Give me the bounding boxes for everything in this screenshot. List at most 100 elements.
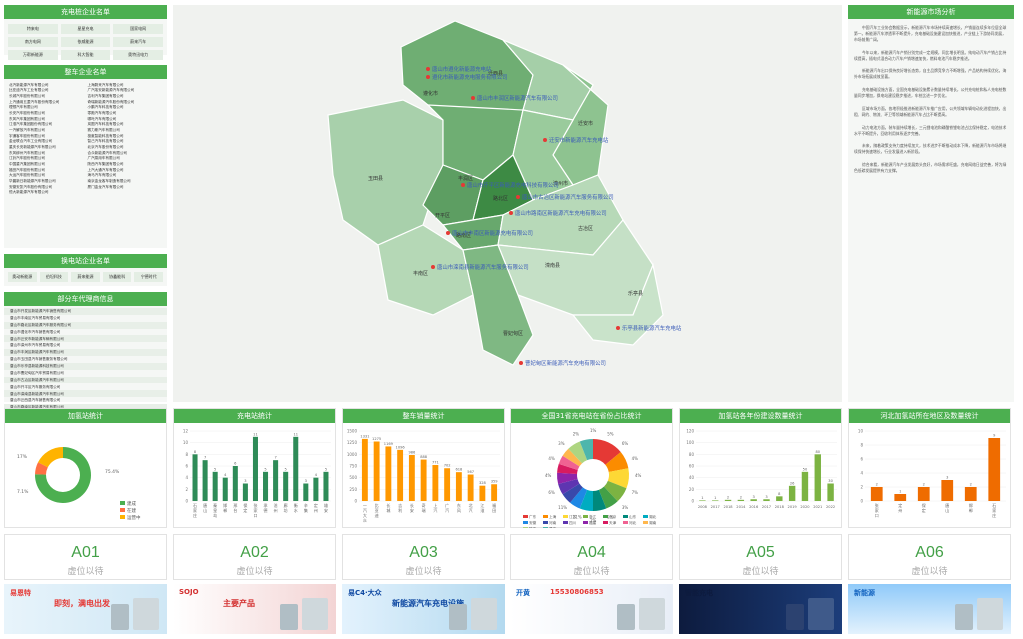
bar[interactable] [788, 485, 796, 501]
vehicle-company-item[interactable]: 海马汽车有限公司 [87, 173, 117, 178]
pie-slice[interactable] [568, 441, 588, 464]
vehicle-company-item[interactable]: 中国重汽集团有限公司 [9, 162, 45, 166]
company-pin[interactable] [426, 75, 430, 79]
partner-item[interactable]: 唐山市古冶区新能源汽车有限公司 [4, 376, 167, 384]
partner-item[interactable]: 唐山市路南区新能源汽车有限公司 [4, 404, 167, 411]
partner-item[interactable]: 唐山市迁安市新能源车辆有限公司 [4, 335, 167, 343]
company-name[interactable]: 唐山市开平区新能源充电科技有限公司 [467, 181, 559, 189]
vehicle-company-item[interactable]: 广汽乘用车有限公司 [87, 156, 120, 161]
company-name[interactable]: 遵化市新能源充电服务有限公司 [432, 73, 507, 81]
company-pin[interactable] [543, 138, 547, 142]
bar[interactable] [455, 472, 462, 501]
company-pin[interactable] [516, 195, 520, 199]
swap-company-tag[interactable]: 伯坦科技 [39, 272, 69, 282]
bar[interactable] [763, 499, 770, 501]
pie-slice[interactable] [593, 489, 607, 511]
bar[interactable] [263, 471, 269, 501]
pie-slice[interactable] [557, 472, 578, 484]
swap-company-tag[interactable]: 蔚来能源 [71, 272, 100, 282]
charging-company-tag[interactable]: 特来电 [8, 24, 58, 34]
bar[interactable] [293, 436, 299, 501]
ad-banner[interactable]: 开黄 15530806853 [510, 584, 673, 634]
bar[interactable] [222, 477, 228, 501]
vehicle-company-item[interactable]: 岚图汽车科技有限公司 [87, 122, 124, 127]
bar[interactable] [988, 438, 1001, 501]
bar[interactable] [373, 441, 380, 502]
swap-company-tag[interactable]: 奥动新能源 [8, 272, 37, 282]
vehicle-company-item[interactable]: 小鹏汽车科技有限公司 [87, 105, 124, 110]
vehicle-company-item[interactable]: 零跑汽车有限公司 [87, 110, 117, 115]
partner-item[interactable]: 唐山市滦州市汽车贸易有限公司 [10, 343, 61, 348]
vehicle-company-item[interactable]: 极氪智能科技有限公司 [87, 133, 124, 138]
pie-slice[interactable] [35, 447, 92, 503]
charging-company-tag[interactable]: 万帮新能源 [8, 50, 58, 60]
company-name[interactable]: 曹妃甸区新能源汽车充电有限公司 [525, 359, 606, 367]
pie-slice[interactable] [558, 455, 580, 471]
vehicle-company-item[interactable]: 理想汽车有限公司 [9, 105, 38, 110]
pie-slice[interactable] [562, 448, 583, 467]
bar[interactable] [699, 500, 706, 501]
company-pin[interactable] [616, 326, 620, 330]
bar[interactable] [467, 474, 474, 501]
company-pin[interactable] [431, 265, 435, 269]
pie-slice[interactable] [579, 439, 593, 461]
ad-slot[interactable]: A03 虚位以待 [342, 534, 505, 580]
pie-slice[interactable] [35, 462, 48, 475]
vehicle-company-item[interactable]: 一汽解放汽车有限公司 [9, 127, 45, 132]
vehicle-company-item[interactable]: 金龙联合汽车工业有限公司 [9, 139, 53, 144]
vehicle-company-item[interactable]: 北汽新能源汽车有限公司 [9, 82, 49, 87]
region-laoting[interactable] [571, 262, 664, 346]
vehicle-company-item[interactable]: 合众新能源汽车有限公司 [87, 150, 128, 155]
bar[interactable] [242, 483, 248, 502]
vehicle-company-item[interactable]: 南京金龙客车制造有限公司 [87, 179, 131, 184]
bar[interactable] [323, 471, 329, 501]
vehicle-company-item[interactable]: 华晨新日新能源汽车有限公司 [9, 179, 56, 184]
vehicle-company-item[interactable]: 比亚迪汽车工业有限公司 [9, 88, 49, 93]
charging-company-tag[interactable]: 南方电网 [8, 37, 58, 47]
ad-slot[interactable]: A05 虚位以待 [679, 534, 842, 580]
company-name[interactable]: 唐山市路南区新能源汽车充电有限公司 [515, 209, 607, 217]
swap-company-tag[interactable]: 协鑫能科 [102, 272, 132, 282]
vehicle-company-item[interactable]: 大运汽车股份有限公司 [9, 173, 45, 178]
charging-company-tag[interactable]: 星星充电 [60, 24, 111, 34]
partner-item[interactable]: 唐山市滦南县新能源汽车有限公司 [4, 390, 167, 398]
swap-company-tag[interactable]: 宁德时代 [134, 272, 163, 282]
ad-banner[interactable]: 新能源 [848, 584, 1011, 634]
vehicle-company-item[interactable]: 上海蔚来汽车有限公司 [87, 82, 124, 87]
bar[interactable] [420, 459, 427, 501]
partner-item[interactable]: 唐山市路北区新能源汽车服务有限公司 [4, 321, 167, 329]
bar[interactable] [385, 446, 392, 501]
bar[interactable] [192, 454, 198, 501]
vehicle-company-item[interactable]: 赛力斯汽车有限公司 [87, 127, 120, 132]
vehicle-company-item[interactable]: 东风汽车集团有限公司 [9, 116, 45, 121]
partner-item[interactable]: 唐山市开发区新能源汽车销售有限公司 [4, 308, 167, 315]
vehicle-company-item[interactable]: 哪吒汽车有限公司 [87, 116, 117, 121]
partner-item[interactable]: 唐山市遵化市汽车销售有限公司 [10, 329, 61, 334]
company-name[interactable]: 迁安市新能源汽车充电站 [549, 136, 609, 144]
vehicle-company-item[interactable]: 北京汽车股份有限公司 [87, 144, 124, 149]
bar[interactable] [491, 484, 498, 501]
company-name[interactable]: 唐山市丰南区新能源充电有限公司 [452, 229, 533, 237]
company-pin[interactable] [461, 183, 465, 187]
bar[interactable] [941, 480, 954, 501]
vehicle-company-item[interactable]: 奇瑞新能源汽车股份有限公司 [87, 99, 135, 104]
vehicle-company-item[interactable]: 上汽通用五菱汽车股份有限公司 [9, 99, 60, 104]
charging-company-tag[interactable]: 科大智能 [60, 50, 111, 60]
partner-item[interactable]: 唐山市开平区汽车服务有限公司 [10, 384, 61, 389]
ad-banner[interactable]: 易C4·大众 新能源汽车充电设施 [342, 584, 505, 634]
ad-slot[interactable]: A02 虚位以待 [173, 534, 336, 580]
partner-item[interactable]: 唐山市乐亭县新能源科技有限公司 [4, 362, 167, 370]
bar[interactable] [479, 485, 486, 501]
bar[interactable] [252, 436, 258, 501]
pie-slice[interactable] [607, 468, 629, 489]
pie-slice[interactable] [579, 489, 593, 511]
bar[interactable] [212, 471, 218, 501]
bar[interactable] [776, 496, 783, 501]
bar[interactable] [202, 460, 208, 501]
pie-slice[interactable] [605, 452, 629, 473]
company-name[interactable]: 唐山市古冶区新能源汽车服务有限公司 [522, 193, 614, 201]
bar[interactable] [870, 487, 883, 501]
company-name[interactable]: 乐亭县新能源汽车充电站 [622, 324, 682, 332]
bar[interactable] [917, 487, 930, 501]
ad-slot[interactable]: A01 虚位以待 [4, 534, 167, 580]
